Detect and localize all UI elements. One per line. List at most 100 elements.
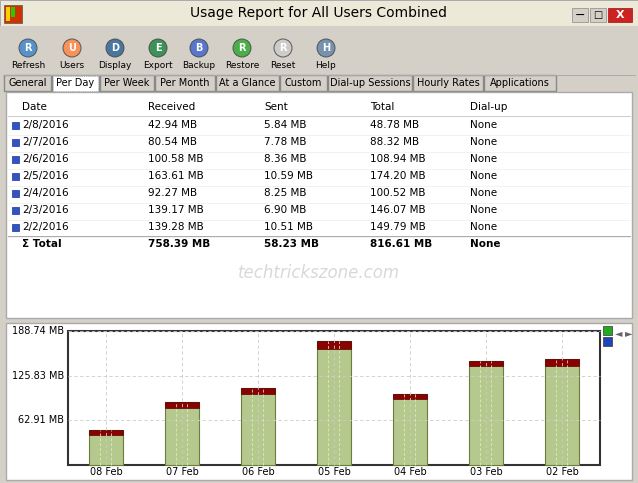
Bar: [155, 75, 215, 91]
Text: ►: ►: [625, 328, 633, 338]
Bar: [12, 139, 19, 146]
Bar: [317, 341, 351, 465]
Bar: [52, 75, 99, 92]
Text: 10.51 MB: 10.51 MB: [264, 222, 313, 232]
Text: Users: Users: [59, 60, 85, 70]
Text: None: None: [470, 239, 500, 249]
Text: 62.91 MB: 62.91 MB: [18, 415, 64, 426]
Bar: [241, 388, 275, 465]
Text: E: E: [154, 43, 161, 53]
Bar: [393, 394, 427, 399]
Bar: [469, 361, 503, 465]
Text: 108.94 MB: 108.94 MB: [370, 154, 426, 164]
Text: 188.74 MB: 188.74 MB: [12, 326, 64, 336]
Bar: [53, 76, 98, 91]
Text: 149.79 MB: 149.79 MB: [370, 222, 426, 232]
Text: None: None: [470, 205, 497, 215]
Text: Per Week: Per Week: [104, 78, 150, 88]
Text: Restore: Restore: [225, 60, 259, 70]
Text: 8.36 MB: 8.36 MB: [264, 154, 306, 164]
Bar: [11, 7, 15, 17]
Text: Per Month: Per Month: [160, 78, 210, 88]
Text: −: −: [575, 9, 585, 22]
Text: 8.25 MB: 8.25 MB: [264, 188, 306, 198]
Text: None: None: [470, 222, 497, 232]
Bar: [603, 326, 612, 335]
Circle shape: [190, 39, 208, 57]
Bar: [12, 156, 19, 163]
Text: 2/5/2016: 2/5/2016: [22, 171, 69, 181]
Text: R: R: [238, 43, 246, 53]
Bar: [12, 173, 19, 180]
Text: Display: Display: [98, 60, 131, 70]
Text: Σ Total: Σ Total: [22, 239, 62, 249]
Text: 2/7/2016: 2/7/2016: [22, 137, 69, 147]
Bar: [165, 402, 199, 408]
Text: X: X: [616, 10, 625, 20]
Bar: [216, 75, 279, 91]
Text: 100.58 MB: 100.58 MB: [148, 154, 204, 164]
Bar: [603, 337, 612, 346]
Bar: [4, 5, 22, 23]
Text: 08 Feb: 08 Feb: [89, 467, 122, 477]
Bar: [89, 430, 123, 435]
Text: 7.78 MB: 7.78 MB: [264, 137, 306, 147]
Bar: [469, 361, 503, 366]
Bar: [545, 359, 579, 366]
Text: R: R: [279, 43, 286, 53]
Text: 05 Feb: 05 Feb: [318, 467, 350, 477]
Bar: [12, 190, 19, 197]
Bar: [328, 75, 412, 91]
Circle shape: [317, 39, 335, 57]
Text: Reset: Reset: [271, 60, 295, 70]
Text: Export: Export: [143, 60, 173, 70]
Text: B: B: [195, 43, 203, 53]
Text: 125.83 MB: 125.83 MB: [11, 370, 64, 381]
Text: 5.84 MB: 5.84 MB: [264, 120, 306, 130]
Text: 58.23 MB: 58.23 MB: [264, 239, 319, 249]
Circle shape: [63, 39, 81, 57]
Bar: [484, 75, 556, 91]
Bar: [0, 0, 638, 26]
Text: techtrickszone.com: techtrickszone.com: [238, 264, 400, 282]
Text: ◄: ◄: [615, 328, 623, 338]
Bar: [68, 331, 600, 465]
Text: Usage Report for All Users Combined: Usage Report for All Users Combined: [191, 6, 447, 20]
Text: Refresh: Refresh: [11, 60, 45, 70]
Text: None: None: [470, 188, 497, 198]
Text: Applications: Applications: [490, 78, 550, 88]
Text: D: D: [111, 43, 119, 53]
Text: R: R: [24, 43, 32, 53]
Text: 04 Feb: 04 Feb: [394, 467, 426, 477]
Text: 2/2/2016: 2/2/2016: [22, 222, 69, 232]
Text: 146.07 MB: 146.07 MB: [370, 205, 426, 215]
Circle shape: [106, 39, 124, 57]
Text: 07 Feb: 07 Feb: [166, 467, 198, 477]
Circle shape: [19, 39, 37, 57]
Text: 48.78 MB: 48.78 MB: [370, 120, 419, 130]
Bar: [545, 359, 579, 465]
Text: Total: Total: [370, 102, 394, 112]
Text: General: General: [8, 78, 47, 88]
Bar: [413, 75, 483, 91]
Bar: [590, 8, 606, 22]
Text: 10.59 MB: 10.59 MB: [264, 171, 313, 181]
Text: 92.27 MB: 92.27 MB: [148, 188, 197, 198]
Text: Date: Date: [22, 102, 47, 112]
Text: 2/4/2016: 2/4/2016: [22, 188, 69, 198]
Text: At a Glance: At a Glance: [219, 78, 276, 88]
Bar: [6, 92, 632, 318]
Bar: [12, 224, 19, 231]
Text: 6.90 MB: 6.90 MB: [264, 205, 306, 215]
Text: □: □: [593, 10, 603, 20]
Text: Hourly Rates: Hourly Rates: [417, 78, 479, 88]
Text: 139.28 MB: 139.28 MB: [148, 222, 204, 232]
Text: 03 Feb: 03 Feb: [470, 467, 502, 477]
Text: None: None: [470, 137, 497, 147]
Text: H: H: [322, 43, 330, 53]
Text: 139.17 MB: 139.17 MB: [148, 205, 204, 215]
Text: Backup: Backup: [182, 60, 216, 70]
Text: 2/6/2016: 2/6/2016: [22, 154, 69, 164]
Text: Dial-up: Dial-up: [470, 102, 507, 112]
Circle shape: [233, 39, 251, 57]
